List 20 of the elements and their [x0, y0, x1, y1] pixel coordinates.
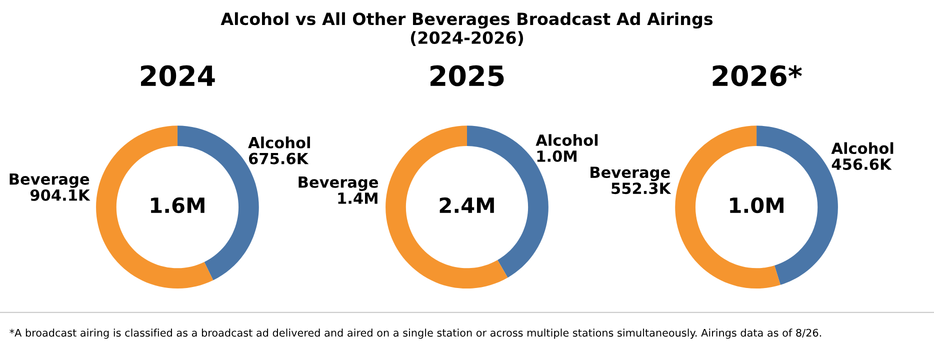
text: 2.4M	[440, 197, 494, 213]
text: *A broadcast airing is classified as a broadcast ad delivered and aired on a single station or across multiple stations simultaneously. Airings data as of 8/26.	[10, 328, 822, 339]
chart-title: 2025	[430, 65, 504, 86]
data-label: 1.4M	[338, 192, 378, 204]
data-label: 675.6K	[248, 152, 309, 164]
chart-title: 2024	[141, 65, 215, 86]
text: 1.6M	[150, 197, 204, 214]
data-label: 904.1K	[30, 189, 90, 201]
slice-label: Beverage	[298, 176, 378, 191]
data-label: 552.3K	[612, 182, 672, 194]
slice-label: Alcohol	[536, 134, 598, 146]
data-label: 1.0M	[537, 150, 576, 162]
chart-title: 2026*	[712, 65, 802, 86]
data-label: 456.6K	[832, 158, 892, 170]
text: Alcohol vs All Other Beverages Broadcast Ad Airings (2024-2026)	[220, 12, 713, 46]
slice-label: Alcohol	[248, 136, 310, 148]
slice-label: Alcohol	[831, 142, 894, 154]
text: 1.0M	[730, 197, 784, 214]
slice-label: Beverage	[10, 173, 90, 188]
slice-label: Beverage	[590, 166, 670, 182]
